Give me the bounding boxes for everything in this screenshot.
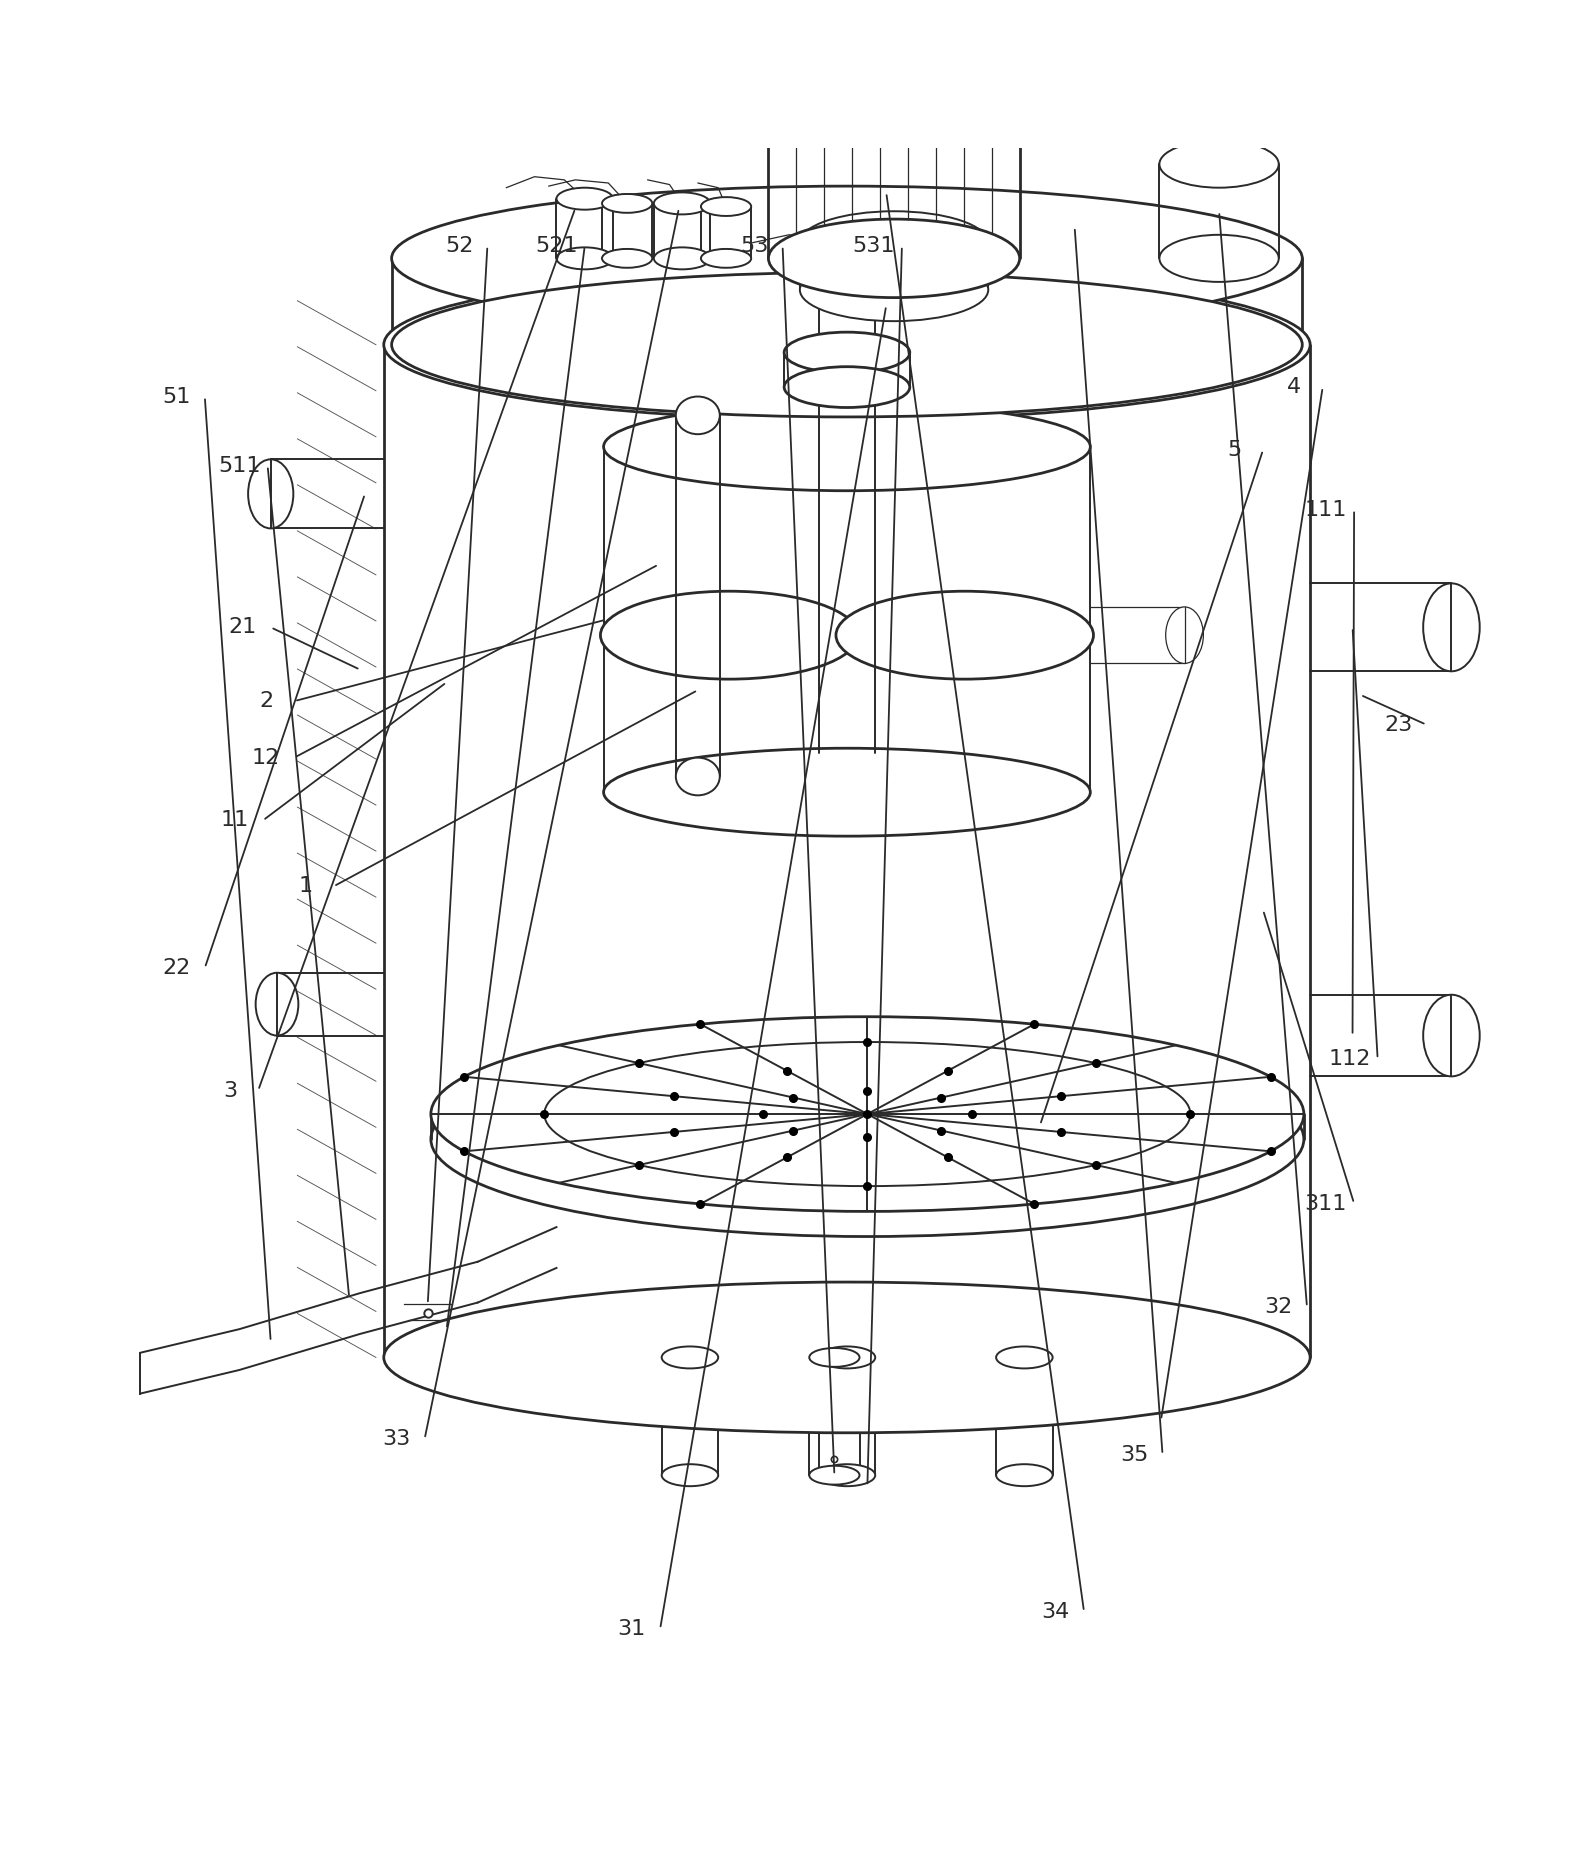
Ellipse shape bbox=[800, 211, 988, 274]
Ellipse shape bbox=[383, 1283, 1310, 1432]
Text: 531: 531 bbox=[852, 235, 895, 256]
Text: 51: 51 bbox=[162, 386, 190, 407]
Ellipse shape bbox=[654, 246, 710, 269]
Ellipse shape bbox=[676, 758, 719, 795]
Text: 4: 4 bbox=[1288, 377, 1302, 398]
Ellipse shape bbox=[391, 273, 1302, 416]
Text: 22: 22 bbox=[163, 958, 190, 978]
Text: 34: 34 bbox=[1042, 1602, 1069, 1622]
Ellipse shape bbox=[996, 1464, 1053, 1486]
Ellipse shape bbox=[556, 246, 613, 269]
Ellipse shape bbox=[762, 1090, 973, 1137]
Text: 2: 2 bbox=[258, 691, 272, 711]
Ellipse shape bbox=[800, 258, 988, 321]
Ellipse shape bbox=[809, 1348, 860, 1367]
Text: 1: 1 bbox=[298, 876, 312, 896]
Ellipse shape bbox=[808, 65, 980, 121]
Ellipse shape bbox=[556, 189, 613, 209]
Text: 32: 32 bbox=[1264, 1298, 1293, 1318]
Ellipse shape bbox=[836, 592, 1093, 680]
Ellipse shape bbox=[391, 187, 1302, 330]
Text: 52: 52 bbox=[445, 235, 474, 256]
Ellipse shape bbox=[545, 1042, 1190, 1186]
Ellipse shape bbox=[1159, 140, 1278, 189]
Text: 3: 3 bbox=[223, 1081, 238, 1100]
Ellipse shape bbox=[431, 1042, 1304, 1236]
Ellipse shape bbox=[249, 459, 293, 528]
Ellipse shape bbox=[1422, 995, 1479, 1077]
Ellipse shape bbox=[657, 1068, 1077, 1161]
Text: 31: 31 bbox=[618, 1619, 646, 1639]
Ellipse shape bbox=[768, 218, 1020, 297]
Ellipse shape bbox=[602, 248, 653, 267]
Text: 111: 111 bbox=[1305, 500, 1346, 519]
Ellipse shape bbox=[383, 269, 1310, 420]
Text: 511: 511 bbox=[219, 456, 261, 476]
Ellipse shape bbox=[808, 26, 980, 82]
Ellipse shape bbox=[676, 396, 719, 435]
Ellipse shape bbox=[604, 403, 1090, 491]
Text: 112: 112 bbox=[1329, 1049, 1370, 1070]
Text: 35: 35 bbox=[1120, 1445, 1148, 1466]
Ellipse shape bbox=[1159, 235, 1278, 282]
Text: 53: 53 bbox=[740, 235, 768, 256]
Ellipse shape bbox=[784, 366, 909, 407]
Ellipse shape bbox=[1422, 583, 1479, 672]
Ellipse shape bbox=[702, 198, 751, 217]
Ellipse shape bbox=[604, 749, 1090, 836]
Text: 23: 23 bbox=[1384, 715, 1413, 736]
Text: 33: 33 bbox=[382, 1428, 410, 1449]
Ellipse shape bbox=[602, 194, 653, 213]
Text: 21: 21 bbox=[228, 618, 257, 637]
Ellipse shape bbox=[768, 54, 1020, 133]
Text: 521: 521 bbox=[535, 235, 578, 256]
Ellipse shape bbox=[431, 1018, 1304, 1212]
Text: 11: 11 bbox=[220, 810, 249, 831]
Ellipse shape bbox=[1166, 607, 1204, 663]
Ellipse shape bbox=[255, 973, 298, 1036]
Text: 311: 311 bbox=[1305, 1193, 1346, 1214]
Ellipse shape bbox=[654, 192, 710, 215]
Ellipse shape bbox=[702, 248, 751, 267]
Ellipse shape bbox=[809, 1466, 860, 1484]
Ellipse shape bbox=[662, 1464, 718, 1486]
Text: 12: 12 bbox=[252, 747, 280, 767]
Ellipse shape bbox=[662, 1346, 718, 1369]
Ellipse shape bbox=[600, 592, 859, 680]
Ellipse shape bbox=[784, 332, 909, 373]
Ellipse shape bbox=[996, 1346, 1053, 1369]
Ellipse shape bbox=[819, 1346, 876, 1369]
Text: 5: 5 bbox=[1228, 441, 1242, 459]
Ellipse shape bbox=[819, 1464, 876, 1486]
